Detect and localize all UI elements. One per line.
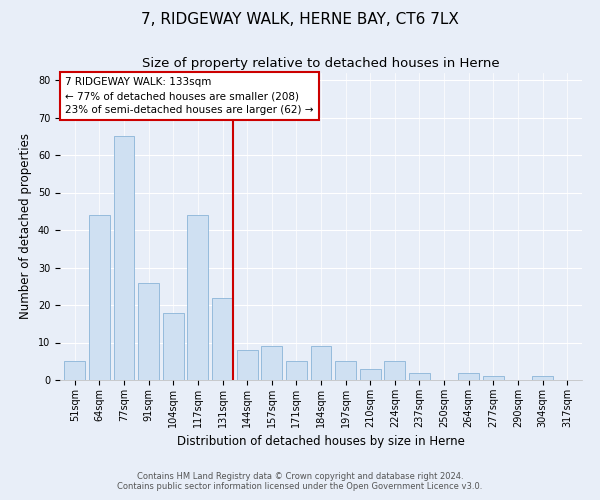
Bar — [212, 298, 233, 380]
Bar — [113, 136, 134, 380]
Bar — [286, 361, 307, 380]
Y-axis label: Number of detached properties: Number of detached properties — [19, 133, 32, 320]
Bar — [385, 361, 406, 380]
Bar — [64, 361, 85, 380]
Bar — [532, 376, 553, 380]
Bar — [236, 350, 257, 380]
Bar — [163, 312, 184, 380]
Bar — [335, 361, 356, 380]
Bar — [311, 346, 331, 380]
Bar — [187, 215, 208, 380]
Bar — [458, 372, 479, 380]
Bar — [409, 372, 430, 380]
Bar — [261, 346, 282, 380]
Text: Contains public sector information licensed under the Open Government Licence v3: Contains public sector information licen… — [118, 482, 482, 491]
Bar — [360, 369, 381, 380]
Text: 7 RIDGEWAY WALK: 133sqm
← 77% of detached houses are smaller (208)
23% of semi-d: 7 RIDGEWAY WALK: 133sqm ← 77% of detache… — [65, 77, 314, 115]
Bar — [89, 215, 110, 380]
Text: 7, RIDGEWAY WALK, HERNE BAY, CT6 7LX: 7, RIDGEWAY WALK, HERNE BAY, CT6 7LX — [141, 12, 459, 28]
Title: Size of property relative to detached houses in Herne: Size of property relative to detached ho… — [142, 57, 500, 70]
X-axis label: Distribution of detached houses by size in Herne: Distribution of detached houses by size … — [177, 436, 465, 448]
Bar — [483, 376, 504, 380]
Bar — [138, 282, 159, 380]
Text: Contains HM Land Registry data © Crown copyright and database right 2024.: Contains HM Land Registry data © Crown c… — [137, 472, 463, 481]
